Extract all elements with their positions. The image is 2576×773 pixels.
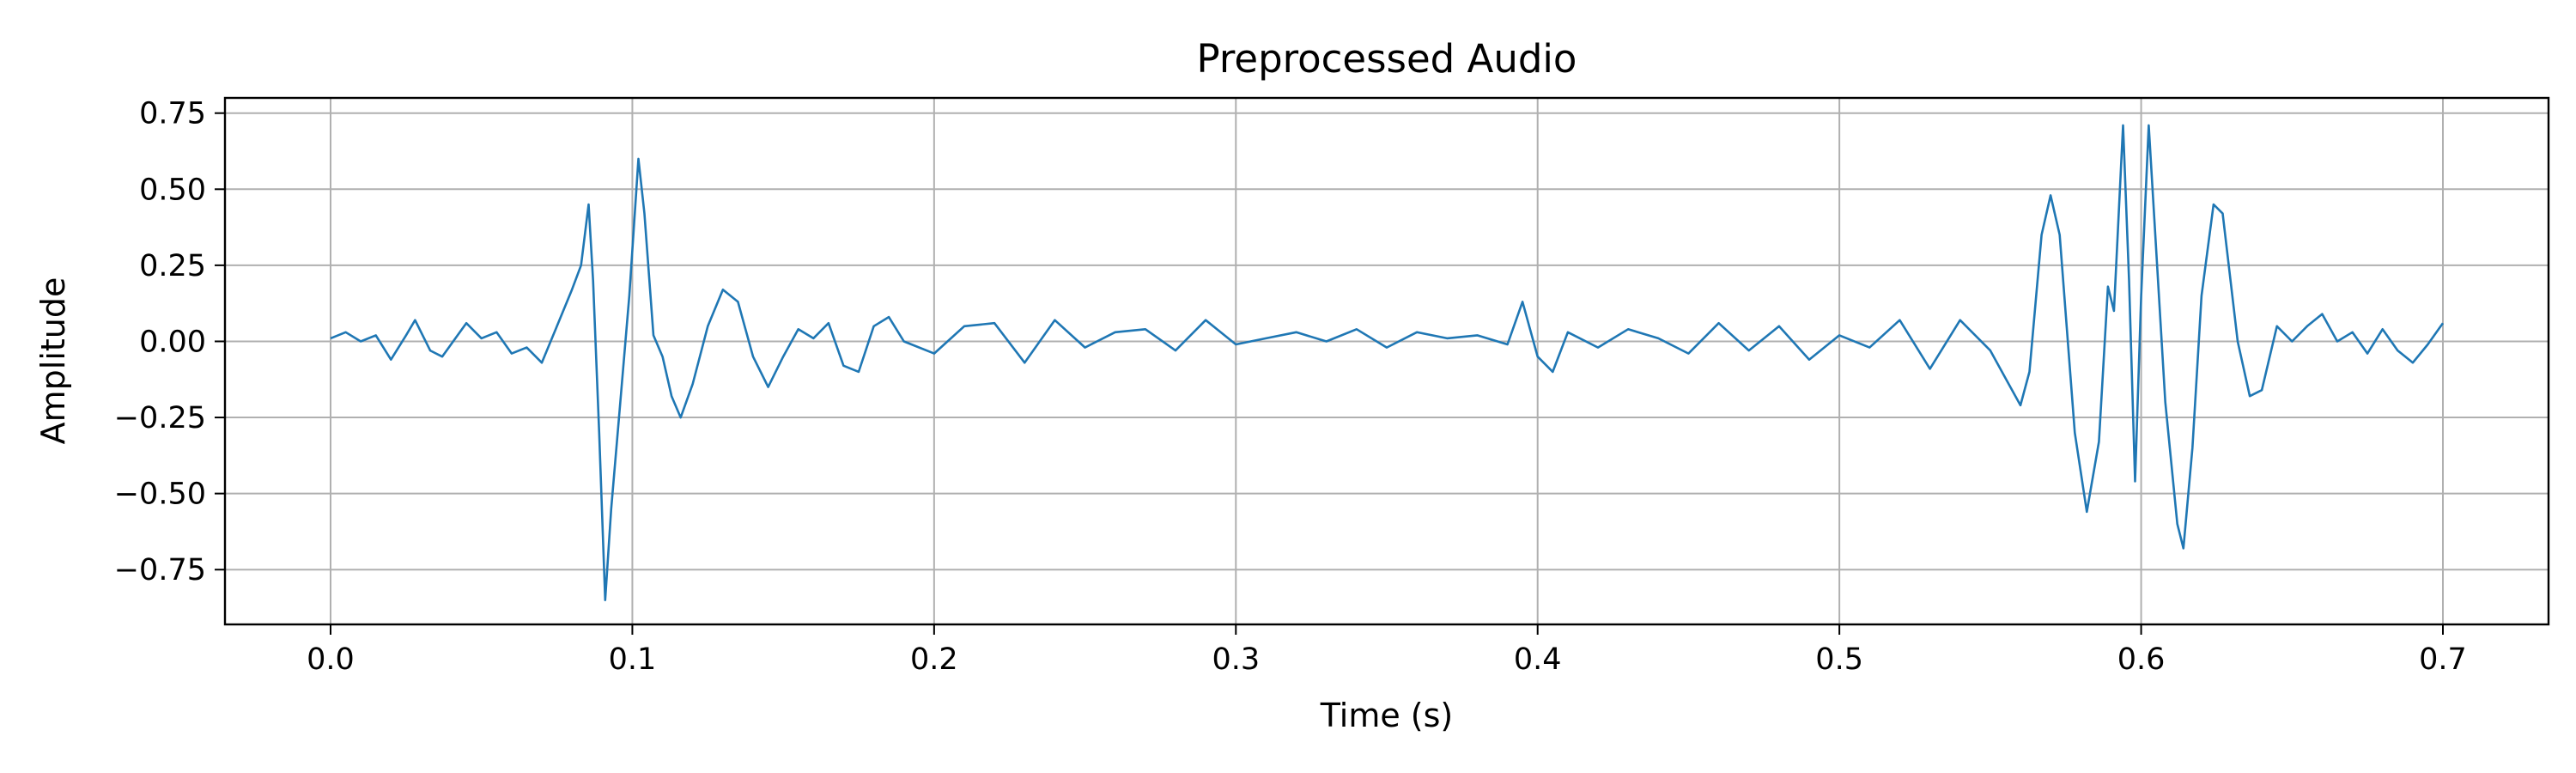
x-gridlines xyxy=(330,98,2444,624)
x-axis-ticks: 0.0 0.1 0.2 0.3 0.4 0.5 0.6 0.7 xyxy=(307,624,2467,677)
y-axis-label: Amplitude xyxy=(34,277,72,445)
y-tick-label: −0.25 xyxy=(114,401,206,435)
x-axis-label: Time (s) xyxy=(1320,697,1454,734)
y-tick-label: −0.75 xyxy=(114,553,206,587)
y-axis-ticks: 0.75 0.50 0.25 0.00 −0.25 −0.50 −0.75 xyxy=(114,97,225,587)
chart-title: Preprocessed Audio xyxy=(1197,36,1577,82)
x-tick-label: 0.1 xyxy=(609,642,657,677)
x-tick-label: 0.4 xyxy=(1514,642,1562,677)
x-tick-label: 0.3 xyxy=(1212,642,1260,677)
y-tick-label: 0.00 xyxy=(139,325,206,359)
y-tick-label: 0.25 xyxy=(139,249,206,283)
series-line xyxy=(330,124,2445,601)
x-tick-label: 0.5 xyxy=(1815,642,1863,677)
y-tick-label: 0.50 xyxy=(139,173,206,207)
x-tick-label: 0.0 xyxy=(307,642,355,677)
y-tick-label: −0.50 xyxy=(114,478,206,512)
x-tick-label: 0.6 xyxy=(2117,642,2166,677)
x-tick-label: 0.7 xyxy=(2419,642,2467,677)
y-tick-label: 0.75 xyxy=(139,97,206,131)
plot-frame xyxy=(223,96,2550,626)
x-tick-label: 0.2 xyxy=(910,642,958,677)
